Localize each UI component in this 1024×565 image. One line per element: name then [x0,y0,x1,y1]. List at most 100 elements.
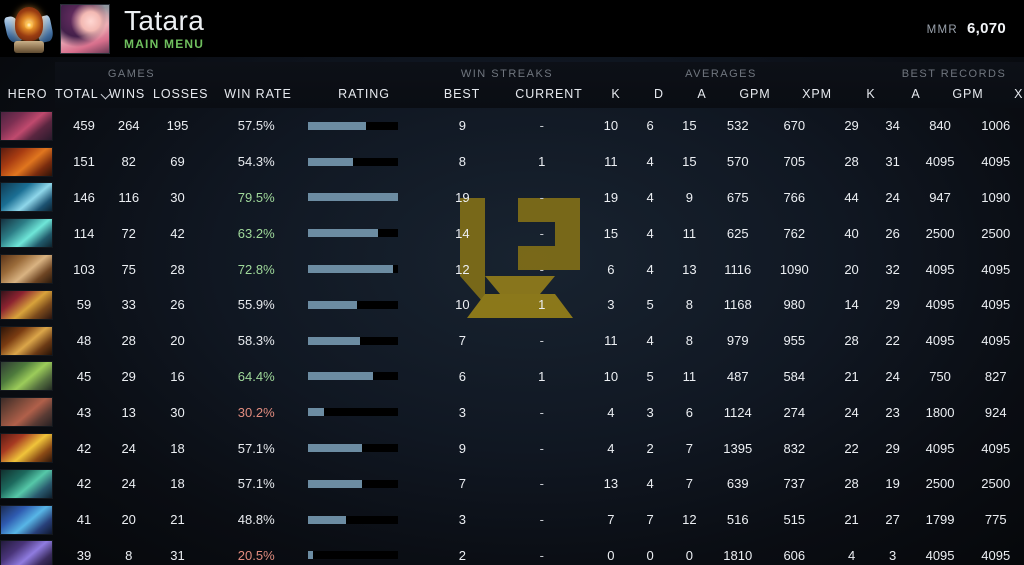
hero-portrait-icon[interactable] [0,146,53,177]
column-header-best-xpm[interactable]: XPM [1014,87,1024,101]
hero-cell[interactable] [0,182,55,213]
cell-losses: 195 [166,118,189,134]
column-header-best-kills[interactable]: K [866,87,876,101]
cell-best-xpm: 827 [984,368,1007,384]
rating-bar-track [307,336,398,345]
hero-portrait-icon[interactable] [0,504,53,535]
table-row[interactable]: 41 20 21 48.8% 3 - 7 7 12 516 515 21 27 1799 775 [0,502,1024,538]
cell-best-assists: 34 [885,118,900,134]
table-row[interactable]: 42 24 18 57.1% 7 - 13 4 7 639 737 28 19 2500 2500 [0,466,1024,502]
hero-portrait-icon[interactable] [0,182,53,213]
cell-total: 48 [76,333,92,349]
cell-avg-xpm: 955 [783,333,806,349]
cell-wins: 24 [121,440,136,456]
table-row[interactable]: 114 72 42 63.2% 14 - 15 4 11 625 762 40 26 2500 2500 [0,215,1024,251]
table-row[interactable]: 48 28 20 58.3% 7-11 4 8 979 955 28 22 4095 4095 [0,323,1024,359]
table-row[interactable]: 59 33 26 55.9% 10 1 3 5 8 1168 980 14 29 4095 4095 [0,287,1024,323]
hero-portrait-icon[interactable] [0,325,53,356]
cell-current-streak: - [539,512,544,528]
column-header-wins[interactable]: WINS [108,87,146,101]
column-header-avg-kills[interactable]: K [611,87,621,101]
cell-avg-gpm: 516 [726,512,749,528]
column-header-total[interactable]: TOTAL [55,87,101,101]
hero-cell[interactable] [0,361,55,392]
column-header-rating[interactable]: RATING [338,87,390,101]
column-header-best-gpm[interactable]: GPM [952,87,984,101]
cell-best-streak: 9 [458,440,466,456]
cell-total: 459 [73,118,95,134]
cell-avg-kills: 11 [604,333,618,349]
cell-best-assists: 3 [889,547,897,563]
cell-rating [302,229,404,238]
cell-best-streak: 12 [455,261,470,277]
rating-bar-fill [307,265,393,274]
column-header-avg-gpm[interactable]: GPM [739,87,771,101]
cell-current-streak: - [539,261,544,277]
hero-portrait-icon[interactable] [0,361,53,392]
cell-avg-deaths: 6 [646,118,654,134]
hero-cell[interactable] [0,146,55,177]
hero-portrait-icon[interactable] [0,218,53,249]
avatar[interactable] [60,3,110,54]
cell-rating [302,372,404,381]
cell-total: 59 [76,297,92,313]
table-row[interactable]: 459 264 195 57.5% 9 - 10 6 15 532 670 29 34 840 1006 [0,108,1024,144]
cell-best-assists: 29 [885,440,900,456]
cell-total: 39 [76,547,92,563]
table-row[interactable]: 43 13 30 30.2% 3-4 3 6 1124 274 24 23 1800 924 [0,394,1024,430]
hero-cell[interactable] [0,218,55,249]
column-header-losses[interactable]: LOSSES [153,87,209,101]
cell-best-gpm: 4095 [925,154,955,170]
cell-best-xpm: 775 [984,512,1007,528]
hero-cell[interactable] [0,540,55,565]
column-header-best-assists[interactable]: A [911,87,921,101]
hero-cell[interactable] [0,254,55,285]
column-header-avg-deaths[interactable]: D [654,87,664,101]
cell-best-xpm: 4095 [981,547,1011,563]
hero-portrait-icon[interactable] [0,254,53,285]
main-menu-link[interactable]: MAIN MENU [124,37,205,52]
column-header-best-streak[interactable]: BEST [443,87,481,101]
hero-portrait-icon[interactable] [0,289,53,320]
hero-portrait-icon[interactable] [0,468,53,499]
column-header-avg-xpm[interactable]: XPM [802,87,832,101]
cell-total: 114 [73,225,95,241]
cell-avg-xpm: 584 [783,368,806,384]
rank-emblem-icon[interactable] [3,4,55,54]
rating-bar-track [307,121,398,130]
hero-portrait-icon[interactable] [0,433,53,464]
rating-bar-fill [307,336,361,345]
cell-avg-gpm: 487 [726,368,749,384]
rating-bar-fill [307,372,373,381]
table-row[interactable]: 146 116 30 79.5% 19 - 19 4 9 675 766 44 24 947 1090 [0,180,1024,216]
cell-best-xpm: 4095 [981,261,1011,277]
hero-portrait-icon[interactable] [0,110,53,141]
cell-win-rate: 57.1% [237,476,275,492]
column-header-win-rate[interactable]: WIN RATE [224,87,292,101]
cell-best-xpm: 4095 [981,440,1011,456]
cell-losses: 18 [170,476,185,492]
cell-avg-gpm: 675 [726,189,749,205]
chevron-down-icon[interactable] [102,90,110,98]
table-row[interactable]: 103 75 28 72.8% 12 - 6 4 13 1116 1090 20 32 4095 4095 [0,251,1024,287]
hero-cell[interactable] [0,110,55,141]
cell-best-assists: 23 [885,404,900,420]
column-header-avg-assists[interactable]: A [697,87,707,101]
hero-portrait-icon[interactable] [0,540,53,565]
hero-portrait-icon[interactable] [0,397,53,428]
hero-cell[interactable] [0,397,55,428]
table-row[interactable]: 151 82 69 54.3% 8 1 11 4 15 570 705 28 31 4095 4095 [0,144,1024,180]
column-header-current-streak[interactable]: CURRENT [515,87,583,101]
hero-cell[interactable] [0,468,55,499]
column-header-hero[interactable]: HERO [7,87,48,101]
table-row[interactable]: 45 29 16 64.4% 6 1 10 5 11 487 584 21 24 750 827 [0,359,1024,395]
hero-cell[interactable] [0,289,55,320]
table-row[interactable]: 42 24 18 57.1% 9-4 2 7 1395 832 22 29 4095 4095 [0,430,1024,466]
hero-cell[interactable] [0,325,55,356]
cell-losses: 16 [170,368,185,384]
cell-avg-assists: 9 [685,189,693,205]
table-row[interactable]: 39 8 31 20.5% 2 - 0 0 0 1810 606 4 3 4095 4095 [0,538,1024,565]
hero-cell[interactable] [0,504,55,535]
cell-current-streak: - [539,440,544,456]
hero-cell[interactable] [0,433,55,464]
